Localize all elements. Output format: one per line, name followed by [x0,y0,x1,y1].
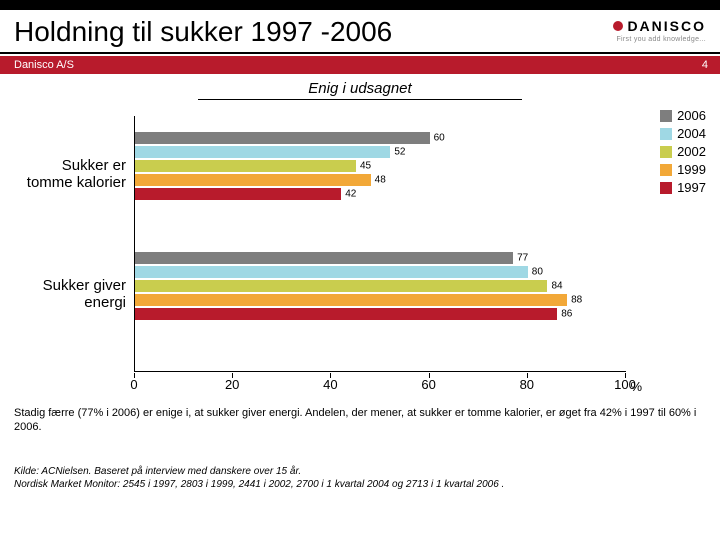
x-tick-mark [134,373,135,378]
bar-value: 80 [532,267,543,278]
brand-logo: DANISCO [613,18,706,34]
bar [135,188,341,200]
bar-value: 42 [345,189,356,200]
bar [135,280,547,292]
brand-name-text: DANISCO [627,18,706,34]
legend-swatch-icon [660,110,672,122]
plot-area: 60 52 45 48 42 77 80 84 88 86 [134,116,626,372]
bar [135,160,356,172]
bar-value: 45 [360,161,371,172]
source-line-1: Kilde: ACNielsen. Baseret på interview m… [14,465,706,478]
legend-item: 2004 [660,126,706,141]
bar-value: 48 [375,175,386,186]
x-tick-mark [527,373,528,378]
category-label: Sukker giverenergi [43,277,126,312]
legend-label: 1997 [677,180,706,195]
source-text: Kilde: ACNielsen. Baseret på interview m… [0,435,720,491]
legend-swatch-icon [660,128,672,140]
category-label: Sukker ertomme kalorier [27,157,126,192]
title-underline [0,52,720,54]
legend-item: 2006 [660,108,706,123]
bar-value: 84 [551,281,562,292]
brand-block: DANISCO First you add knowledge... [613,16,706,43]
legend-label: 2004 [677,126,706,141]
bar-value: 88 [571,295,582,306]
x-tick-label: 80 [520,377,534,392]
x-tick-label: 0 [130,377,137,392]
legend-swatch-icon [660,164,672,176]
x-axis-unit: % [630,379,642,394]
company-label: Danisco A/S [14,59,74,71]
x-tick-label: 40 [323,377,337,392]
bar [135,308,557,320]
legend-item: 1999 [660,162,706,177]
company-bar: Danisco A/S 4 [0,56,720,74]
top-black-bar [0,0,720,10]
x-tick-mark [232,373,233,378]
legend-swatch-icon [660,182,672,194]
body-text: Stadig færre (77% i 2006) er enige i, at… [0,398,720,435]
legend-item: 2002 [660,144,706,159]
x-tick-mark [330,373,331,378]
bar [135,132,430,144]
bar [135,146,390,158]
x-tick-label: 20 [225,377,239,392]
legend-label: 1999 [677,162,706,177]
legend-item: 1997 [660,180,706,195]
x-tick-mark [625,373,626,378]
subtitle-row: Enig i udsagnet [0,80,720,100]
legend: 2006 2004 2002 1999 1997 [660,108,706,198]
bar-value: 86 [561,309,572,320]
bar [135,266,528,278]
page-title: Holdning til sukker 1997 -2006 [14,16,392,48]
legend-label: 2006 [677,108,706,123]
bar [135,252,513,264]
bar-value: 52 [394,147,405,158]
bar-value: 77 [517,253,528,264]
brand-dot-icon [613,21,623,31]
x-tick-mark [429,373,430,378]
legend-swatch-icon [660,146,672,158]
legend-label: 2002 [677,144,706,159]
y-axis-labels: Sukker ertomme kalorier Sukker giverenerg… [14,116,132,372]
brand-tagline: First you add knowledge... [613,36,706,43]
chart: 2006 2004 2002 1999 1997 Sukker ertomme kalo… [14,108,706,398]
chart-subtitle: Enig i udsagnet [198,80,521,100]
header: Holdning til sukker 1997 -2006 DANISCO F… [0,10,720,50]
page-number: 4 [702,59,708,71]
source-line-2: Nordisk Market Monitor: 2545 i 1997, 280… [14,478,706,491]
bar [135,174,371,186]
bar-value: 60 [434,133,445,144]
bar [135,294,567,306]
x-tick-label: 60 [421,377,435,392]
x-axis: 020406080100 [134,374,626,398]
